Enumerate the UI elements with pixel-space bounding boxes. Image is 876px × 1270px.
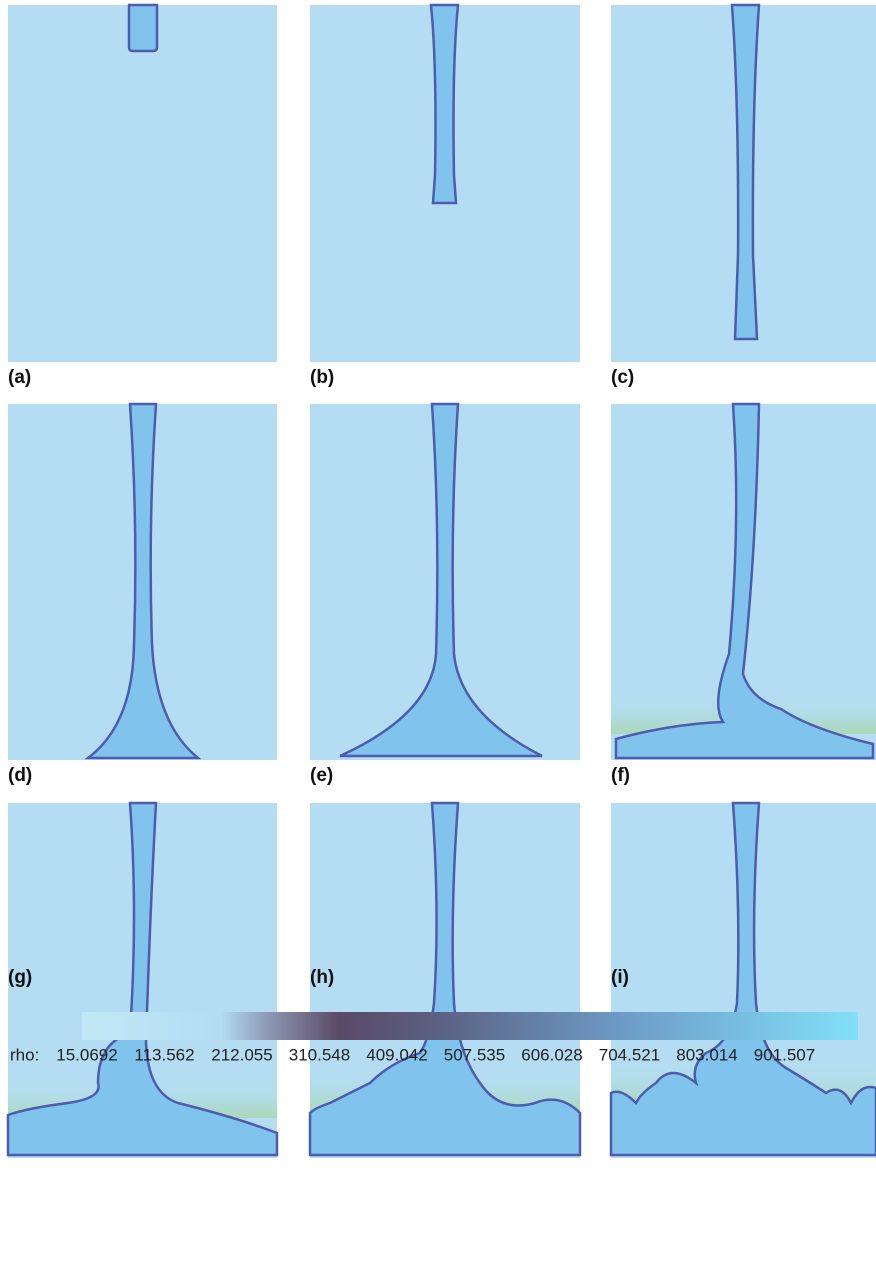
panel <box>609 801 876 1158</box>
colorbar-tick-label: 310.548 <box>289 1045 350 1064</box>
panel <box>310 402 580 760</box>
panel <box>6 801 279 1158</box>
colorbar-tick-label: 803.014 <box>676 1045 737 1064</box>
panel <box>611 402 876 760</box>
panel-label: (e) <box>310 765 333 786</box>
panel-label: (i) <box>611 967 629 988</box>
panel-label: (h) <box>310 967 334 988</box>
colorbar-label: rho: <box>10 1045 39 1064</box>
colorbar-tick-label: 606.028 <box>521 1045 582 1064</box>
colorbar-tick-label: 113.562 <box>134 1045 194 1064</box>
colorbar-tick-label: 409.042 <box>366 1045 427 1064</box>
panel <box>8 3 277 362</box>
panel <box>310 3 580 362</box>
panel-label: (b) <box>310 367 334 388</box>
colorbar-tick-label: 212.055 <box>211 1045 272 1064</box>
panel <box>308 801 582 1158</box>
panel-label: (g) <box>8 967 32 988</box>
panel-label: (c) <box>611 367 634 388</box>
panel <box>611 3 876 362</box>
colorbar-tick-label: 15.0692 <box>56 1045 117 1064</box>
panel-label: (f) <box>611 765 630 786</box>
colorbar-tick-label: 507.535 <box>444 1045 505 1064</box>
panel-label: (a) <box>8 367 31 388</box>
colorbar-tick-label: 901.507 <box>754 1045 815 1064</box>
panel <box>8 402 277 760</box>
colorbar <box>82 1012 858 1040</box>
panel-label: (d) <box>8 765 32 786</box>
colorbar-tick-label: 704.521 <box>599 1045 660 1064</box>
